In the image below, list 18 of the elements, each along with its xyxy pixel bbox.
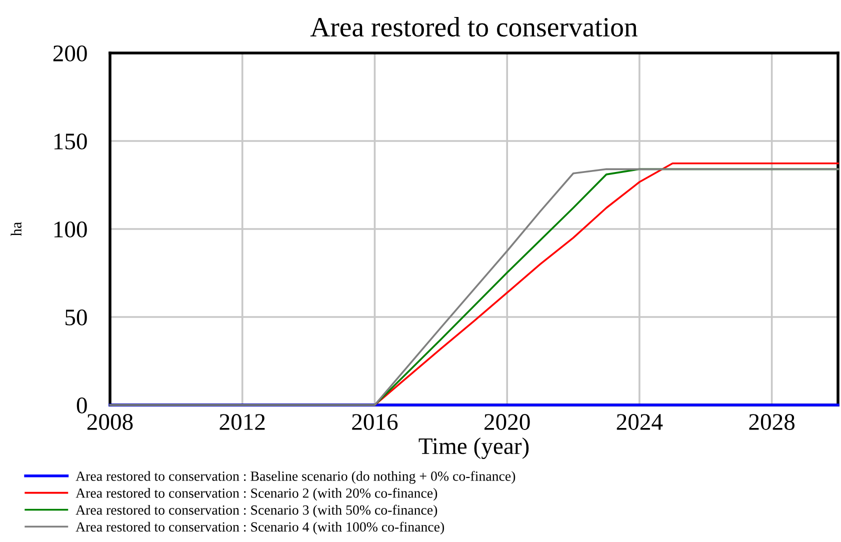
legend-label: Area restored to conservation : Scenario 2 (with 20% co-finance) — [76, 488, 438, 501]
y-tick-label: 50 — [66, 309, 87, 326]
y-tick-label: 100 — [54, 221, 87, 238]
legend-label: Area restored to conservation : Baseline scenario (do nothing + 0% co-finance) — [76, 470, 516, 484]
x-tick-label: 2016 — [352, 414, 398, 430]
y-tick-label: 200 — [53, 45, 87, 62]
y-axis-title: ha — [10, 222, 22, 236]
legend-label: Area restored to conservation : Scenario 4 (with 100% co-finance) — [76, 522, 444, 534]
y-tick-label: 0 — [76, 397, 87, 414]
x-axis-title: Time (year) — [418, 438, 529, 459]
x-tick-label: 2020 — [484, 414, 530, 430]
x-tick-label: 2008 — [87, 414, 133, 430]
x-tick-label: 2012 — [220, 414, 265, 430]
x-tick-label: 2028 — [749, 414, 795, 430]
chart-title: Area restored to conservation — [310, 17, 638, 37]
y-tick-label: 150 — [54, 133, 87, 150]
legend-label: Area restored to conservation : Scenario 3 (with 50% co-finance) — [76, 504, 438, 518]
x-tick-label: 2024 — [616, 414, 663, 430]
